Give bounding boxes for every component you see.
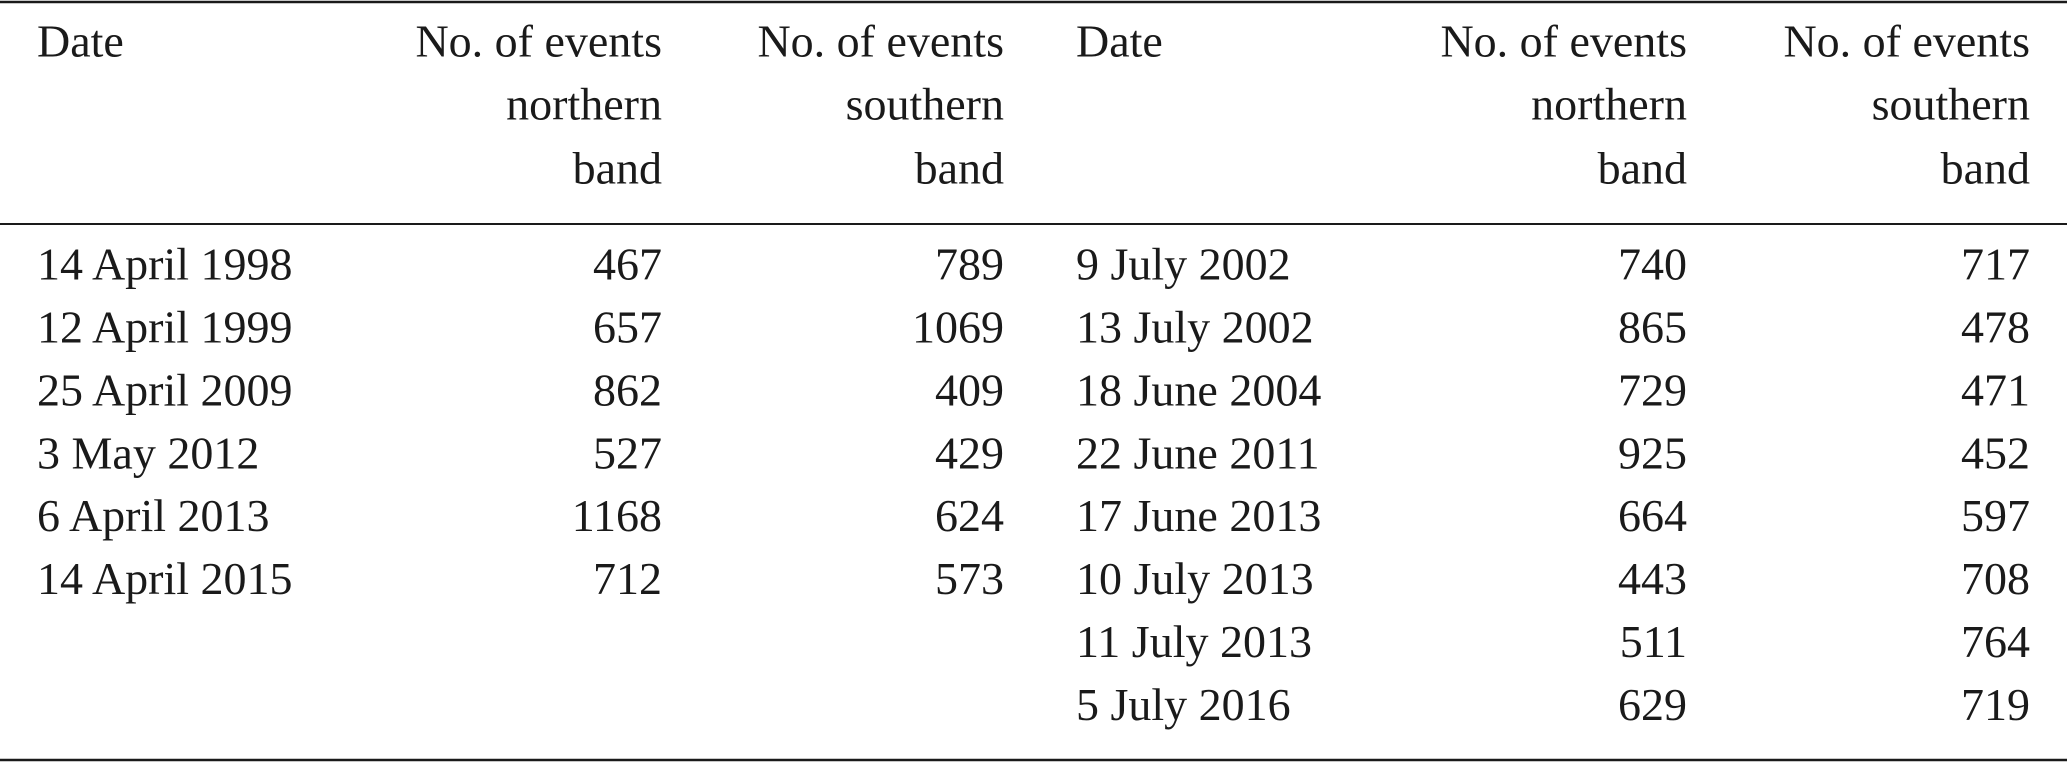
count-cell: 629 xyxy=(1618,679,1687,730)
date-cell: 11 July 2013 xyxy=(1076,616,1312,667)
date-cell: 14 April 2015 xyxy=(37,553,293,604)
date-cell: 13 July 2002 xyxy=(1076,301,1314,352)
column-header: band xyxy=(573,143,662,194)
date-cell: 6 April 2013 xyxy=(37,490,270,541)
column-header: No. of events xyxy=(1440,16,1687,67)
column-header: band xyxy=(1598,143,1687,194)
date-cell: 22 June 2011 xyxy=(1076,427,1320,478)
count-cell: 471 xyxy=(1961,364,2030,415)
date-cell: 3 May 2012 xyxy=(37,427,259,478)
count-cell: 443 xyxy=(1618,553,1687,604)
count-cell: 764 xyxy=(1961,616,2030,667)
date-cell: 10 July 2013 xyxy=(1076,553,1314,604)
count-cell: 717 xyxy=(1961,239,2030,290)
count-cell: 719 xyxy=(1961,679,2030,730)
count-cell: 925 xyxy=(1618,427,1687,478)
date-cell: 12 April 1999 xyxy=(37,301,293,352)
count-cell: 712 xyxy=(593,553,662,604)
column-header: northern xyxy=(1531,79,1687,130)
count-cell: 511 xyxy=(1620,616,1687,667)
date-cell: 14 April 1998 xyxy=(37,239,293,290)
count-cell: 865 xyxy=(1618,301,1687,352)
column-header: No. of events xyxy=(757,16,1004,67)
count-cell: 409 xyxy=(935,364,1004,415)
count-cell: 657 xyxy=(593,301,662,352)
count-cell: 478 xyxy=(1961,301,2030,352)
count-cell: 527 xyxy=(593,427,662,478)
count-cell: 429 xyxy=(935,427,1004,478)
column-header: southern xyxy=(846,79,1004,130)
count-cell: 740 xyxy=(1618,239,1687,290)
count-cell: 597 xyxy=(1961,490,2030,541)
column-header: Date xyxy=(37,16,124,67)
column-header: No. of events xyxy=(415,16,662,67)
count-cell: 467 xyxy=(593,239,662,290)
count-cell: 664 xyxy=(1618,490,1687,541)
count-cell: 708 xyxy=(1961,553,2030,604)
column-header: No. of events xyxy=(1783,16,2030,67)
date-cell: 9 July 2002 xyxy=(1076,239,1291,290)
count-cell: 1168 xyxy=(572,490,662,541)
column-header: northern xyxy=(506,79,662,130)
date-cell: 5 July 2016 xyxy=(1076,679,1291,730)
count-cell: 729 xyxy=(1618,364,1687,415)
count-cell: 573 xyxy=(935,553,1004,604)
column-header: band xyxy=(1941,143,2030,194)
date-cell: 18 June 2004 xyxy=(1076,364,1321,415)
column-header: band xyxy=(915,143,1004,194)
count-cell: 1069 xyxy=(912,301,1004,352)
column-header: Date xyxy=(1076,16,1163,67)
date-cell: 17 June 2013 xyxy=(1076,490,1321,541)
count-cell: 862 xyxy=(593,364,662,415)
count-cell: 624 xyxy=(935,490,1004,541)
column-header: southern xyxy=(1872,79,2030,130)
count-cell: 789 xyxy=(935,239,1004,290)
count-cell: 452 xyxy=(1961,427,2030,478)
date-cell: 25 April 2009 xyxy=(37,364,293,415)
